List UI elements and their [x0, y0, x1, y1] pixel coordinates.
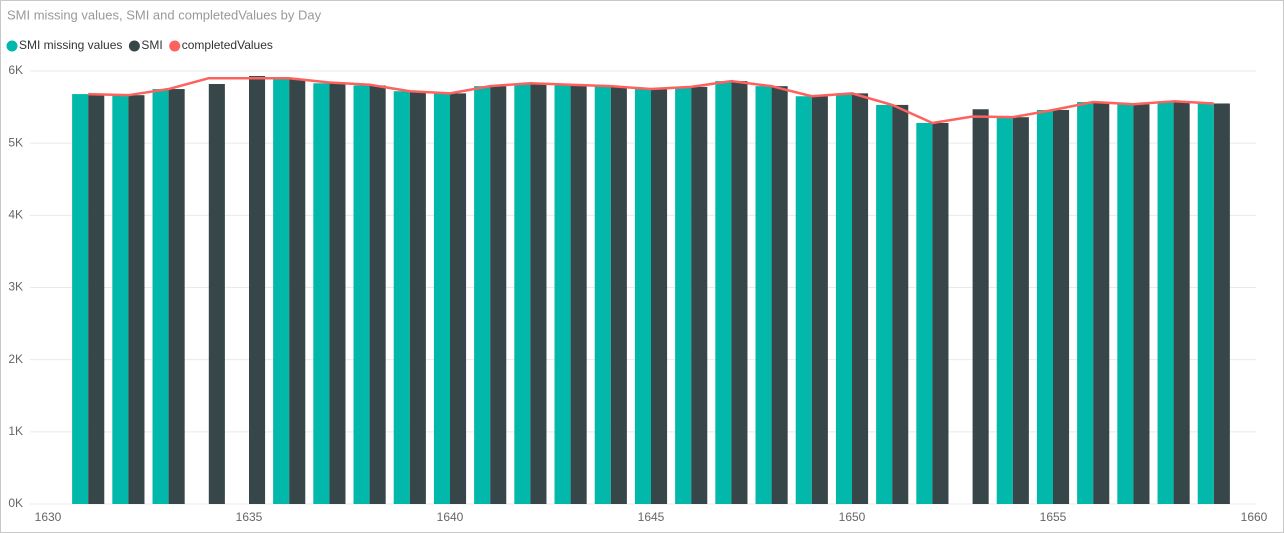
bar	[715, 81, 732, 504]
bar	[570, 85, 587, 504]
bar	[289, 78, 306, 505]
y-tick-label: 4K	[8, 208, 23, 222]
bar	[1053, 109, 1070, 504]
bar	[313, 83, 330, 504]
bar	[610, 86, 627, 504]
bar	[1077, 102, 1094, 504]
bar	[249, 76, 266, 504]
y-tick-label: 2K	[8, 352, 23, 366]
bar	[691, 86, 708, 505]
bar	[393, 91, 410, 504]
bar	[852, 93, 869, 504]
y-tick-label: 0K	[8, 496, 23, 510]
x-tick-label: 1660	[1241, 510, 1268, 524]
legend-marker	[128, 40, 140, 52]
bar	[1093, 102, 1110, 504]
bar	[755, 86, 772, 504]
bar	[450, 93, 467, 504]
x-tick-label: 1630	[35, 510, 62, 524]
bar	[675, 86, 692, 505]
bar	[554, 85, 571, 504]
bar	[433, 93, 450, 504]
bar	[490, 86, 507, 504]
bar	[88, 94, 105, 505]
bar	[835, 93, 852, 504]
bar	[795, 96, 812, 504]
bar	[1157, 101, 1174, 504]
bar	[972, 109, 989, 504]
bar	[112, 95, 129, 504]
bar	[530, 83, 547, 505]
legend-marker	[169, 40, 181, 52]
y-tick-label: 5K	[8, 135, 23, 149]
x-tick-label: 1655	[1040, 510, 1067, 524]
bar	[369, 85, 386, 504]
bar	[128, 95, 145, 504]
y-tick-label: 1K	[8, 424, 23, 438]
legend-label: SMI	[141, 38, 162, 52]
bar	[1173, 101, 1190, 504]
chart-title: SMI missing values, SMI and completedVal…	[7, 7, 322, 22]
bar	[1012, 117, 1029, 504]
y-tick-label: 6K	[8, 63, 23, 77]
bar	[273, 78, 290, 505]
bar	[996, 117, 1013, 504]
bar	[353, 85, 370, 504]
bar	[409, 91, 426, 504]
x-tick-label: 1650	[839, 510, 866, 524]
bar	[1133, 104, 1150, 505]
y-tick-label: 3K	[8, 280, 23, 294]
x-tick-label: 1635	[236, 510, 263, 524]
legend-marker	[6, 40, 18, 52]
bar	[168, 89, 185, 505]
bar	[916, 122, 933, 505]
bar	[1117, 104, 1134, 505]
legend-label: completedValues	[182, 38, 273, 52]
line	[88, 76, 1214, 125]
bar	[514, 83, 531, 505]
bar	[731, 81, 748, 504]
bar	[594, 86, 611, 504]
bar	[208, 83, 225, 505]
bar	[474, 86, 491, 504]
bar	[932, 122, 949, 505]
bar	[329, 83, 346, 504]
x-tick-label: 1640	[437, 510, 464, 524]
x-tick-label: 1645	[638, 510, 665, 524]
bar	[1036, 109, 1053, 504]
bar	[651, 89, 668, 505]
bar	[152, 89, 169, 505]
bar	[892, 104, 909, 504]
bar	[771, 86, 788, 504]
legend-label: SMI missing values	[19, 38, 122, 52]
bar	[1197, 103, 1214, 504]
bar	[1213, 103, 1230, 504]
bar	[811, 96, 828, 504]
bar	[876, 104, 893, 504]
bar	[72, 94, 89, 505]
bar	[634, 89, 651, 505]
